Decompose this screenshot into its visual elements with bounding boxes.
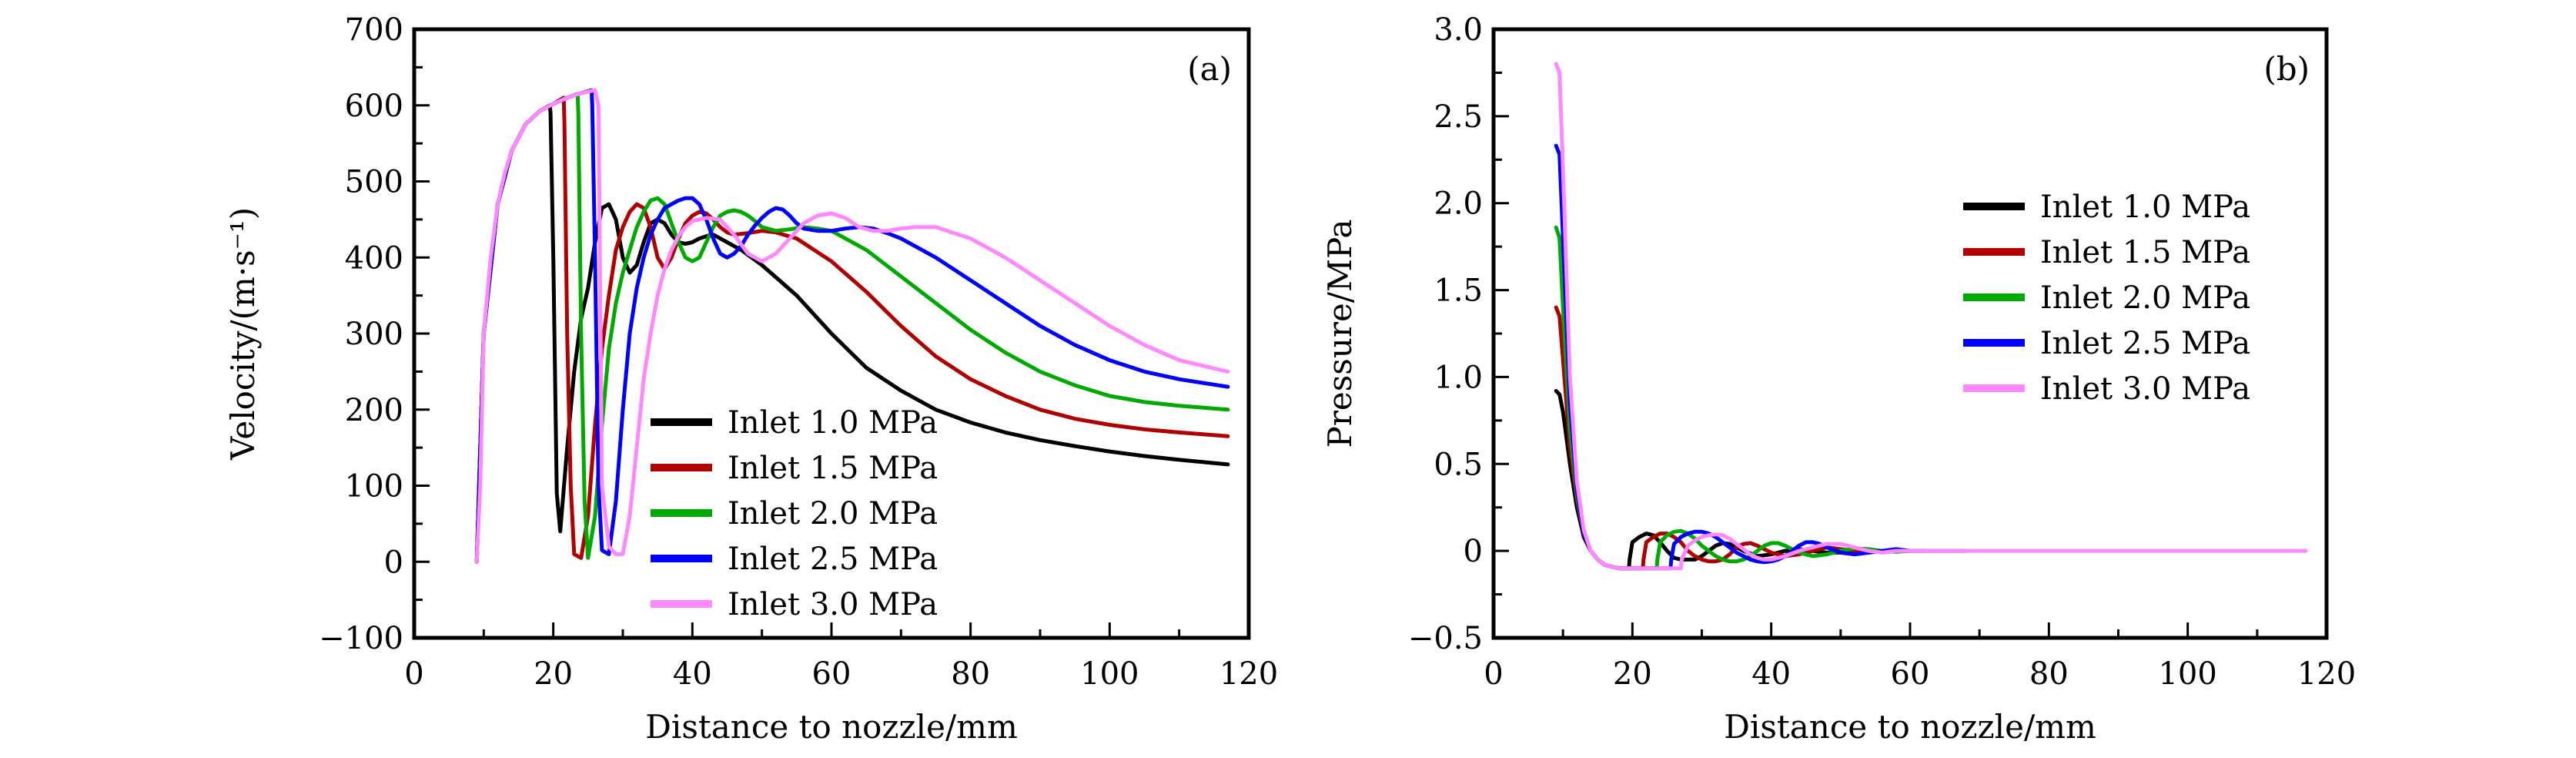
panel-b-tick-labels: 0 20 40 60 80 100 120−0.500.51.01.52.02.53.0 — [1408, 12, 2356, 692]
x-tick-label: 80 — [2029, 656, 2069, 692]
x-tick-label: 120 — [1219, 656, 1278, 692]
panel-b-legend: Inlet 1.0 MPa Inlet 1.5 MPa Inlet 2.0 MPa I… — [1963, 190, 2250, 407]
legend-label: Inlet 1.5 MPa — [2040, 235, 2250, 270]
y-tick-label: 2.5 — [1434, 99, 1483, 135]
y-tick-label: 600 — [345, 89, 403, 124]
x-tick-label: 20 — [1613, 656, 1652, 692]
series-line-inlet-1-5-mpa — [474, 96, 1230, 564]
y-tick-label: 1.5 — [1434, 273, 1483, 309]
panel-a-label: (a) — [1187, 50, 1232, 88]
legend-item: Inlet 1.0 MPa — [1963, 190, 2250, 225]
y-tick-label: −0.5 — [1408, 621, 1483, 656]
y-tick-label: 1.0 — [1434, 360, 1483, 395]
panel-a-legend: Inlet 1.0 MPa Inlet 1.5 MPa Inlet 2.0 MPa I… — [651, 405, 938, 622]
series-line-inlet-2-0-mpa — [474, 92, 1230, 564]
panel-b-label: (b) — [2263, 50, 2310, 88]
x-tick-label: 20 — [534, 656, 573, 692]
y-tick-label: 0 — [384, 545, 403, 580]
legend-item: Inlet 1.5 MPa — [1963, 235, 2250, 270]
panel-a-series-layer — [474, 88, 1230, 564]
series-line-inlet-3-0-mpa — [1554, 62, 2308, 571]
legend-item: Inlet 2.5 MPa — [651, 542, 938, 577]
panel-b-pressure: 0 20 40 60 80 100 120−0.500.51.01.52.02.53.0 D… — [1321, 12, 2356, 746]
y-tick-label: 500 — [345, 165, 403, 200]
x-tick-label: 60 — [812, 656, 851, 692]
series-line-inlet-2-0-mpa — [1554, 225, 1926, 571]
panel-b-series-layer — [1554, 62, 2308, 571]
legend-item: Inlet 3.0 MPa — [1963, 371, 2250, 407]
y-tick-label: 0 — [1464, 534, 1483, 569]
legend-item: Inlet 2.0 MPa — [1963, 280, 2250, 316]
y-tick-label: 100 — [345, 469, 403, 505]
series-line-inlet-1-5-mpa — [1554, 305, 1912, 571]
x-tick-label: 80 — [951, 656, 990, 692]
series-line-inlet-2-5-mpa — [1554, 143, 1968, 571]
panel-a-x-axis-title: Distance to nozzle/mm — [645, 708, 1018, 746]
x-tick-label: 40 — [673, 656, 712, 692]
legend-label: Inlet 2.0 MPa — [2040, 280, 2250, 316]
y-tick-label: 300 — [345, 317, 403, 352]
y-tick-label: −100 — [319, 621, 403, 656]
x-tick-label: 120 — [2297, 656, 2356, 692]
panel-a-tick-labels: 0 20 40 60 80 100 120−100010020030040050060070… — [319, 12, 1278, 692]
legend-item: Inlet 3.0 MPa — [651, 587, 938, 622]
legend-item: Inlet 1.5 MPa — [651, 451, 938, 486]
panel-a-velocity: 0 20 40 60 80 100 120−100010020030040050060070… — [224, 12, 1278, 746]
panel-b-ticks — [1492, 28, 2328, 639]
x-tick-label: 0 — [1484, 656, 1503, 692]
x-tick-label: 40 — [1751, 656, 1791, 692]
legend-item: Inlet 1.0 MPa — [651, 405, 938, 441]
y-tick-label: 200 — [345, 393, 403, 428]
x-tick-label: 100 — [1080, 656, 1139, 692]
legend-item: Inlet 2.0 MPa — [651, 496, 938, 532]
panel-b-x-axis-title: Distance to nozzle/mm — [1724, 708, 2096, 746]
y-tick-label: 0.5 — [1434, 447, 1483, 482]
legend-label: Inlet 2.0 MPa — [728, 496, 938, 532]
x-tick-label: 60 — [1891, 656, 1930, 692]
series-line-inlet-1-0-mpa — [474, 103, 1230, 564]
legend-label: Inlet 1.0 MPa — [2040, 190, 2250, 225]
legend-label: Inlet 3.0 MPa — [728, 587, 938, 622]
panel-b-y-axis-title: Pressure/MPa — [1321, 220, 1359, 448]
panel-a-ticks — [413, 28, 1250, 639]
legend-label: Inlet 1.5 MPa — [728, 451, 938, 486]
y-tick-label: 400 — [345, 240, 403, 276]
x-tick-label: 100 — [2158, 656, 2216, 692]
y-tick-label: 3.0 — [1434, 12, 1483, 48]
panel-a-y-axis-title: Velocity/(m·s⁻¹) — [224, 207, 262, 461]
series-line-inlet-3-0-mpa — [474, 88, 1230, 564]
series-line-inlet-2-5-mpa — [474, 88, 1230, 564]
legend-label: Inlet 2.5 MPa — [728, 542, 938, 577]
y-tick-label: 2.0 — [1434, 186, 1483, 222]
legend-item: Inlet 2.5 MPa — [1963, 326, 2250, 361]
x-tick-label: 0 — [404, 656, 423, 692]
legend-label: Inlet 2.5 MPa — [2040, 326, 2250, 361]
legend-label: Inlet 3.0 MPa — [2040, 371, 2250, 407]
legend-label: Inlet 1.0 MPa — [728, 405, 938, 441]
y-tick-label: 700 — [345, 12, 403, 48]
